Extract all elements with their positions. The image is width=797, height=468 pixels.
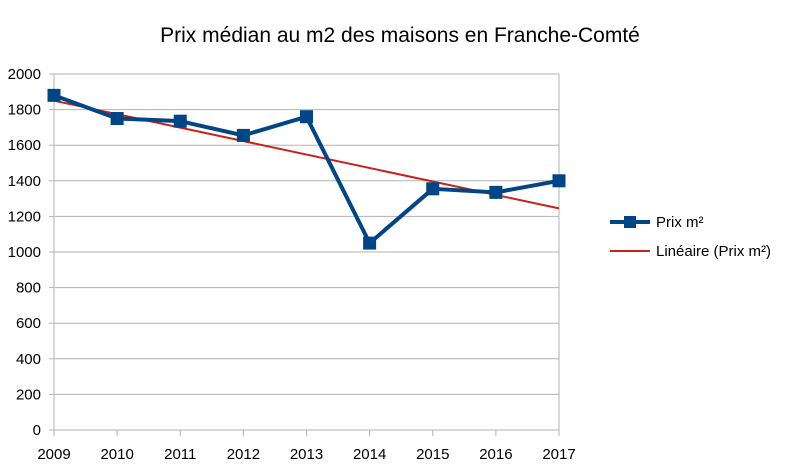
- x-tick-label: 2013: [290, 446, 323, 463]
- y-tick-label: 1400: [8, 173, 41, 190]
- data-point-marker: [47, 88, 61, 102]
- legend-series-label: Prix m²: [656, 214, 704, 231]
- x-tick-label: 2016: [479, 446, 512, 463]
- y-tick-label: 1800: [8, 102, 41, 119]
- y-tick-label: 800: [16, 280, 41, 297]
- data-point-marker: [552, 174, 566, 188]
- y-tick-label: 200: [16, 386, 41, 403]
- data-point-marker: [363, 236, 377, 250]
- legend-trendline-label: Linéaire (Prix m²): [656, 243, 771, 260]
- data-point-marker: [236, 128, 250, 142]
- x-tick-label: 2014: [353, 446, 386, 463]
- x-tick-labels: 2009 2010 2011 2012 2013 2014 2015 2016 2017: [37, 446, 575, 463]
- axes: [49, 73, 560, 436]
- data-point-marker: [173, 114, 187, 128]
- x-tick-label: 2011: [164, 446, 196, 463]
- data-point-marker: [300, 110, 313, 124]
- data-point-marker: [489, 185, 503, 199]
- y-tick-labels: 0 200 400 600 800 1000 1200 1400 1600 1800 2000: [8, 66, 41, 439]
- legend-series-marker: [624, 216, 636, 228]
- legend-item-series: Prix m²: [610, 214, 704, 231]
- x-tick-label: 2015: [416, 446, 449, 463]
- x-tick-label: 2010: [100, 446, 133, 463]
- y-tick-label: 600: [16, 315, 41, 332]
- series-layer: [47, 88, 566, 250]
- legend: Prix m² Linéaire (Prix m²): [610, 214, 771, 260]
- x-tick-label: 2012: [227, 446, 260, 463]
- chart-title: Prix médian au m2 des maisons en Franche…: [160, 24, 640, 47]
- data-point-marker: [110, 112, 124, 125]
- y-tick-label: 2000: [8, 66, 41, 83]
- gridlines: [54, 73, 559, 431]
- legend-item-trendline: Linéaire (Prix m²): [610, 243, 771, 260]
- y-tick-label: 1200: [8, 208, 41, 225]
- data-point-marker: [426, 182, 440, 196]
- y-tick-label: 0: [33, 422, 41, 439]
- x-tick-label: 2017: [542, 446, 575, 463]
- y-tick-label: 1000: [8, 244, 41, 261]
- y-tick-label: 1600: [8, 137, 41, 154]
- y-tick-label: 400: [16, 351, 41, 368]
- x-tick-label: 2009: [37, 446, 70, 463]
